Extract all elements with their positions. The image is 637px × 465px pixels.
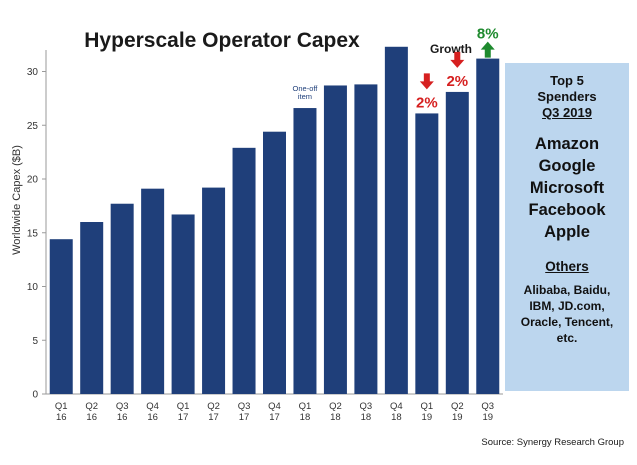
x-tick-label: Q4 16 [146,401,159,423]
bar [293,108,317,395]
heading-line-1: Top 5 [550,73,584,88]
y-axis-label: Worldwide Capex ($B) [11,145,23,255]
y-tick-label: 10 [27,282,39,293]
one-off-annotation: One-off item [293,84,319,101]
x-tick-label: Q3 16 [116,401,129,423]
spender-item: Google [538,157,596,175]
x-tick-label: Q2 16 [85,401,98,423]
growth-label: 8% [477,26,499,43]
top-spenders-panel: Top 5 Spenders Q3 2019 Amazon Google Mic… [505,63,629,391]
heading-line-3: Q3 2019 [542,105,592,120]
spender-item: Amazon [534,135,600,153]
bar [263,131,286,394]
others-line: Alibaba, Baidu, [523,283,611,297]
y-tick-label: 25 [27,121,39,132]
bar [476,58,500,394]
others-line: Oracle, Tencent, [520,315,614,329]
x-tick-label: Q4 18 [390,401,403,423]
source-note: Source: Synergy Research Group [481,437,624,448]
bar [171,214,195,394]
x-tick-label: Q4 17 [268,401,281,423]
bar [202,187,226,394]
bar [141,188,165,394]
y-tick-label: 15 [27,228,39,239]
spender-item: Apple [544,223,590,241]
bar [445,91,469,395]
spender-item: Facebook [528,201,606,219]
arrow-up-icon [480,41,495,58]
x-tick-label: Q2 18 [329,401,342,423]
bar [80,222,104,394]
top-spenders-list: Amazon Google Microsoft Facebook Apple [505,133,629,243]
arrow-down-icon [419,73,434,90]
bar [110,203,134,394]
x-tick-label: Q1 18 [299,401,312,423]
bar [415,113,439,395]
y-tick-label: 20 [27,175,39,186]
bar [323,85,347,394]
x-tick-label: Q2 17 [207,401,220,423]
top-spenders-heading: Top 5 Spenders Q3 2019 [505,73,629,121]
x-tick-label: Q2 19 [451,401,464,423]
others-line: etc. [556,331,578,345]
x-tick-label: Q1 17 [177,401,190,423]
spender-item: Microsoft [529,179,605,197]
x-tick-label: Q3 17 [238,401,251,423]
arrow-down-icon [450,51,465,68]
chart-title: Hyperscale Operator Capex [84,29,360,52]
y-tick-label: 0 [32,390,38,401]
heading-line-2: Spenders [537,89,597,104]
bar [49,239,73,394]
bar [354,84,378,395]
y-tick-label: 5 [32,336,38,347]
growth-label: 2% [446,73,468,90]
x-tick-label: Q3 18 [360,401,373,423]
x-tick-label: Q1 16 [55,401,68,423]
others-line: IBM, JD.com, [529,299,605,313]
x-tick-label: Q3 19 [481,401,494,423]
growth-label: 2% [416,94,438,111]
others-list: Alibaba, Baidu, IBM, JD.com, Oracle, Ten… [505,282,629,346]
bar [384,46,408,395]
bar [232,147,256,394]
x-tick-label: Q1 19 [420,401,433,423]
growth-title: Growth [430,42,472,56]
y-tick-label: 30 [27,67,39,78]
others-heading: Others [545,259,589,274]
